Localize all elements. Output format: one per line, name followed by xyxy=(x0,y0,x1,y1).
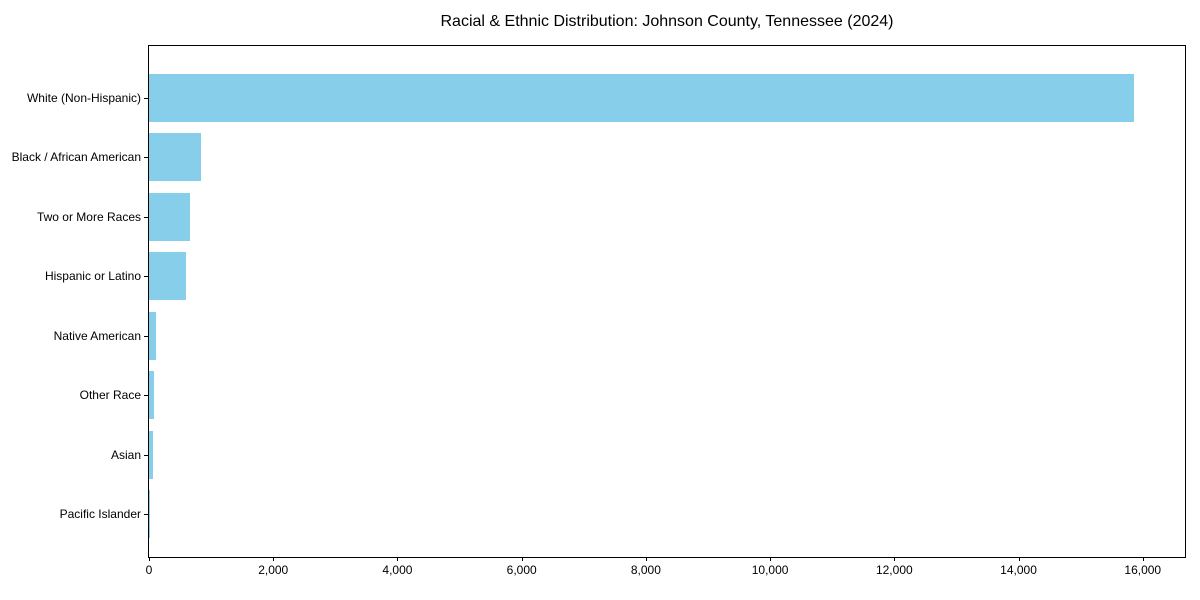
y-axis-tick-mark xyxy=(144,157,148,159)
x-axis-tick-mark xyxy=(149,557,150,561)
bar-other-race xyxy=(149,371,154,420)
y-axis-tick-mark xyxy=(144,454,148,456)
y-axis-tick-mark xyxy=(144,514,148,516)
x-axis-tick-label: 8,000 xyxy=(630,563,661,577)
y-axis-tick-mark xyxy=(144,395,148,397)
bar-asian xyxy=(149,430,154,479)
x-axis-tick-mark xyxy=(1142,557,1144,561)
category-label-native-american: Native American xyxy=(53,328,141,343)
bar-two-or-more-races xyxy=(149,192,190,241)
x-axis-tick-mark xyxy=(397,557,399,561)
category-label-white-non-hispanic: White (Non-Hispanic) xyxy=(26,90,141,105)
y-axis-tick-mark xyxy=(144,335,148,337)
x-axis-tick-mark xyxy=(273,557,275,561)
x-axis-tick-label: 4,000 xyxy=(382,563,413,577)
x-axis-tick-label: 12,000 xyxy=(875,563,913,577)
bar-native-american xyxy=(149,311,157,360)
y-axis-tick-mark xyxy=(144,276,148,278)
x-axis-tick-label: 2,000 xyxy=(258,563,289,577)
category-label-asian: Asian xyxy=(110,447,141,462)
bar-hispanic-or-latino xyxy=(149,252,186,301)
x-axis-tick-label: 16,000 xyxy=(1124,563,1162,577)
x-axis-tick-mark xyxy=(1018,557,1020,561)
x-axis-tick-label: 0 xyxy=(145,563,153,577)
category-label-black-african-american: Black / African American xyxy=(11,150,141,165)
category-label-pacific-islander: Pacific Islander xyxy=(59,507,141,522)
x-axis-tick-label: 6,000 xyxy=(506,563,537,577)
x-axis-tick-mark xyxy=(894,557,896,561)
y-axis-tick-mark xyxy=(144,97,148,99)
chart-title: Racial & Ethnic Distribution: Johnson Co… xyxy=(440,13,894,30)
x-axis-tick-label: 10,000 xyxy=(751,563,789,577)
bar-white-non-hispanic xyxy=(149,73,1135,122)
x-axis-tick-mark xyxy=(770,557,772,561)
y-axis-tick-mark xyxy=(144,216,148,218)
x-axis-tick-label: 14,000 xyxy=(1000,563,1037,577)
plot-area: White (Non-Hispanic) Black / African Amer… xyxy=(12,45,1186,576)
bar-black-african-american xyxy=(149,133,202,182)
x-axis-tick-mark xyxy=(645,557,647,561)
category-label-two-or-more-races: Two or More Races xyxy=(36,209,141,224)
category-label-other-race: Other Race xyxy=(79,388,141,403)
category-label-hispanic-or-latino: Hispanic or Latino xyxy=(44,269,141,284)
x-axis-tick-mark xyxy=(521,557,523,561)
